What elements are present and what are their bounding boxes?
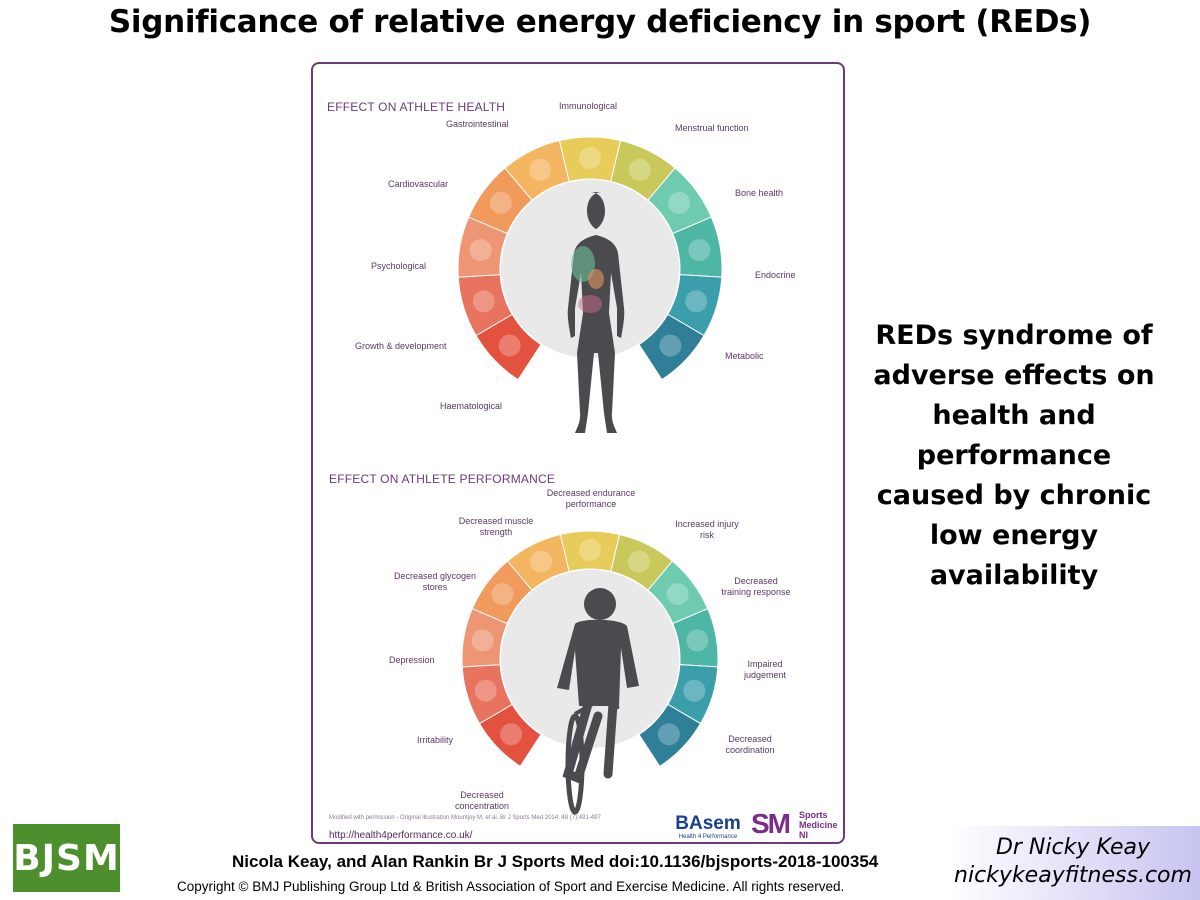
label-judgement-line2: judgement	[743, 670, 787, 680]
infographic-ring-graphics	[457, 136, 723, 815]
summary-line: availability	[929, 560, 1099, 591]
health-segment-icon	[472, 290, 495, 313]
label-increased-injury-risk: Increased injury risk	[665, 519, 749, 541]
label-training-line2: training response	[721, 587, 791, 597]
performance-segment-icon	[500, 723, 523, 746]
author-name: Dr Nicky Keay	[995, 835, 1151, 860]
performance-segment-icon	[529, 550, 552, 573]
label-decreased-endurance: Decreased endurance performance	[533, 488, 649, 510]
organ-highlight	[588, 269, 604, 289]
label-endocrine: Endocrine	[755, 270, 796, 280]
sm-logo-letters: SM	[751, 808, 791, 839]
performance-segment-icon	[579, 539, 601, 561]
bicycle-frame	[574, 691, 620, 716]
health-ring-segment	[638, 313, 705, 381]
bicycle-wheel	[565, 713, 585, 815]
bjsm-logo-text: BJSM	[13, 837, 120, 879]
label-bone-health: Bone health	[735, 188, 784, 198]
label-coordination-line1: Decreased	[728, 734, 772, 744]
basem-logo-tagline: Health 4 Performance	[678, 834, 738, 840]
label-glycogen-line2: stores	[422, 582, 448, 592]
author-box: Dr Nicky Keay nickykeayfitness.com	[946, 826, 1200, 900]
performance-segment-icon	[657, 723, 680, 746]
label-depression: Depression	[389, 655, 435, 665]
label-muscle-line2: strength	[479, 527, 513, 537]
copyright-text: Copyright © BMJ Publishing Group Ltd & B…	[177, 879, 845, 894]
health-segment-icon	[469, 239, 492, 262]
label-glycogen-line1: Decreased glycogen	[393, 571, 477, 581]
label-decreased-coordination: Decreased coordination	[717, 734, 783, 756]
label-cardiovascular: Cardiovascular	[388, 179, 449, 189]
label-growth-development: Growth & development	[355, 341, 447, 351]
summary-line: REDs syndrome of	[875, 320, 1153, 351]
label-concentration-line1: Decreased	[460, 790, 504, 800]
bjsm-logo: BJSM	[13, 824, 120, 892]
label-injury-line1: Increased injury	[675, 519, 739, 529]
health-segment-icon	[498, 334, 521, 357]
label-gastrointestinal: Gastrointestinal	[446, 119, 509, 129]
label-immunological: Immunological	[559, 101, 618, 111]
health-segment-icon	[489, 191, 512, 214]
summary-line: performance	[916, 440, 1112, 471]
health-segment-icon	[668, 191, 691, 214]
performance-segment-icon	[686, 629, 709, 652]
label-decreased-training-response: Decreased training response	[713, 576, 799, 598]
sports-medicine-ni-logo: SM Sports Medicine NI	[751, 808, 841, 842]
label-endurance-line2: performance	[565, 499, 617, 509]
label-endurance-line1: Decreased endurance	[546, 488, 636, 498]
label-muscle-line1: Decreased muscle	[458, 516, 534, 526]
label-decreased-muscle-strength: Decreased muscle strength	[451, 516, 541, 538]
summary-line: health and	[932, 400, 1096, 431]
label-judgement-line1: Impaired	[747, 659, 783, 669]
cyclist-legs	[562, 699, 618, 784]
performance-segment-icon	[471, 629, 494, 652]
health-segment-icon	[685, 290, 708, 313]
label-decreased-concentration: Decreased concentration	[447, 790, 517, 812]
slide-title: Significance of relative energy deficien…	[108, 4, 1092, 40]
label-concentration-line2: concentration	[454, 801, 510, 811]
summary-line: adverse effects on	[873, 360, 1155, 391]
illustration-credit: Modified with permission - Original illu…	[329, 815, 601, 821]
health-segment-icon	[659, 334, 682, 357]
poster-url-link[interactable]: http://health4performance.co.uk/	[329, 830, 473, 841]
performance-section-heading: EFFECT ON ATHLETE PERFORMANCE	[329, 472, 556, 486]
performance-segment-icon	[628, 550, 651, 573]
sm-logo-text: Sports Medicine NI	[799, 810, 838, 840]
basem-logo-text: BAsem	[675, 813, 741, 834]
citation-text: Nicola Keay, and Alan Rankin Br J Sports…	[232, 852, 879, 871]
health-segment-icon	[628, 158, 651, 181]
label-irritability: Irritability	[417, 735, 454, 745]
label-coordination-line2: coordination	[725, 745, 775, 755]
label-metabolic: Metabolic	[725, 351, 764, 361]
health-section-heading: EFFECT ON ATHLETE HEALTH	[327, 100, 506, 114]
cyclist-body	[557, 619, 639, 706]
health-segment-icon	[529, 158, 552, 181]
summary-line: low energy	[929, 520, 1099, 551]
sm-line1: Sports	[799, 810, 828, 820]
sm-line2: Medicine	[799, 820, 838, 830]
performance-segment-icon	[491, 583, 514, 606]
health-segment-icon	[579, 147, 601, 169]
performance-segment-icon	[666, 583, 689, 606]
label-decreased-glycogen-stores: Decreased glycogen stores	[385, 571, 485, 593]
sm-line3: NI	[799, 830, 808, 840]
performance-ring-segment	[638, 703, 702, 768]
label-haematological: Haematological	[440, 401, 503, 411]
author-website[interactable]: nickykeayfitness.com	[954, 863, 1192, 888]
reds-summary-text: REDs syndrome of adverse effects on heal…	[862, 316, 1166, 596]
basem-logo: BAsem Health 4 Performance	[673, 804, 743, 844]
label-injury-line2: risk	[700, 530, 714, 540]
label-impaired-judgement: Impaired judgement	[733, 659, 797, 681]
health-segment-icon	[688, 239, 711, 262]
label-psychological: Psychological	[371, 261, 427, 271]
organ-highlight	[571, 246, 595, 282]
label-training-line1: Decreased	[734, 576, 778, 586]
label-menstrual-function: Menstrual function	[675, 123, 749, 133]
cyclist-head	[584, 588, 616, 620]
infographic-poster: EFFECT ON ATHLETE HEALTH EFFECT ON ATHLE…	[311, 62, 845, 844]
performance-segment-icon	[474, 679, 497, 702]
performance-segment-icon	[683, 679, 706, 702]
organ-highlight	[578, 295, 602, 313]
summary-line: caused by chronic	[876, 480, 1152, 511]
